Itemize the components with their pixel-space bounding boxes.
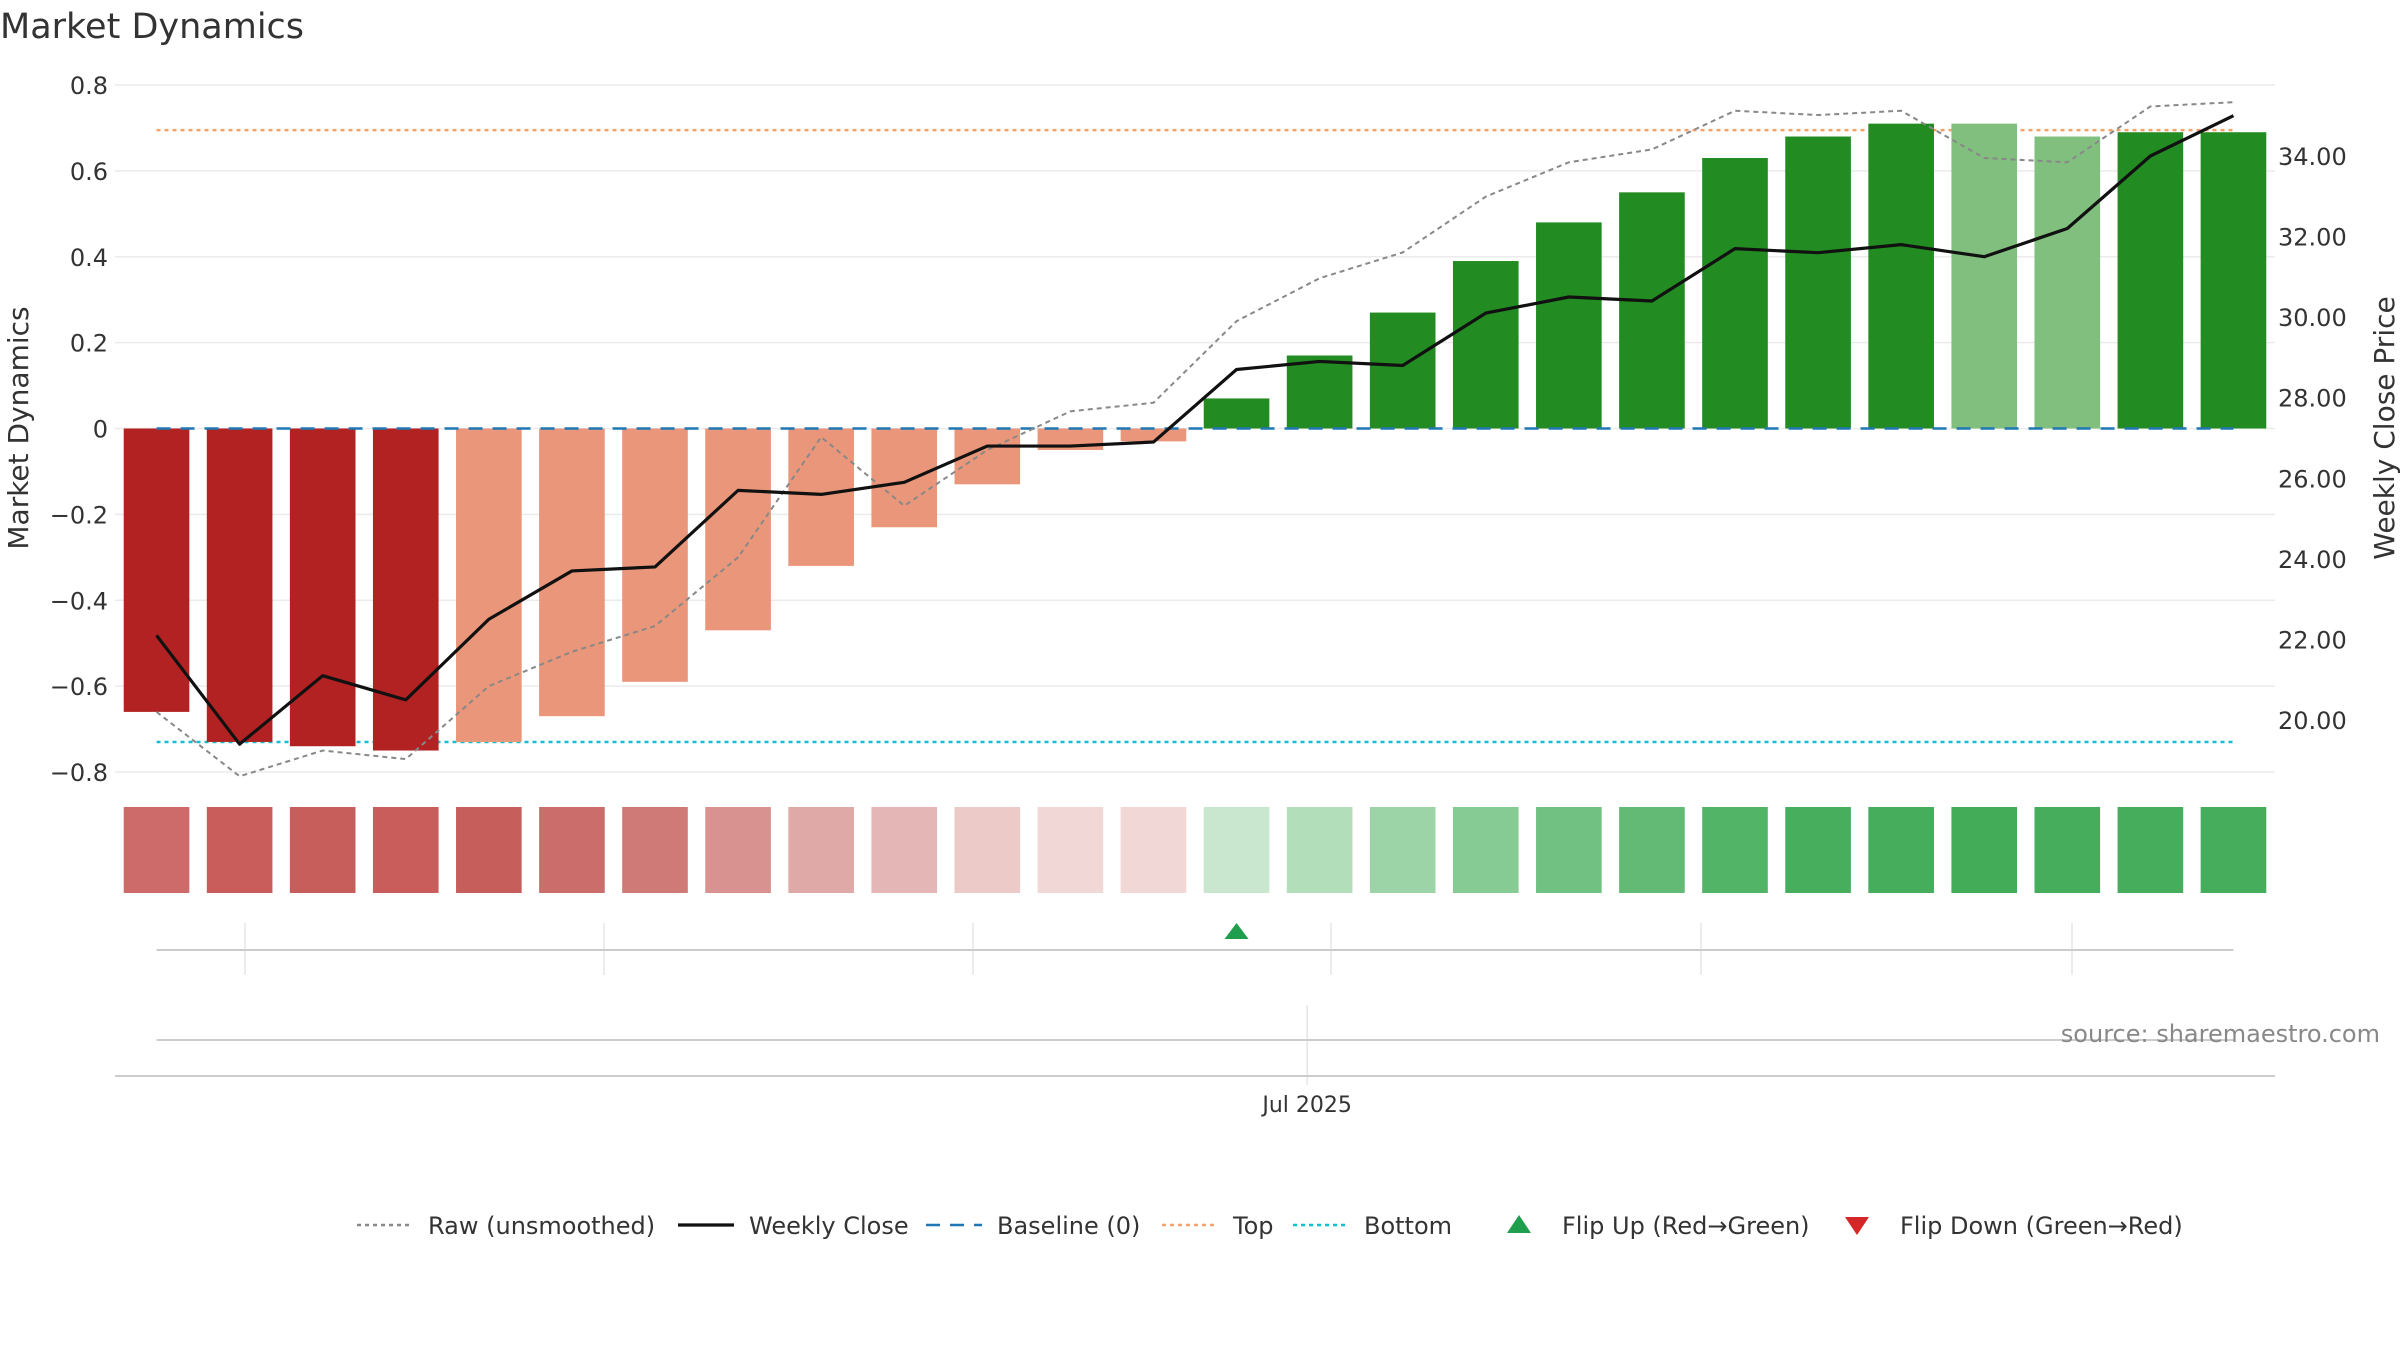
weekly-close-line [155,114,2235,746]
strip-cell-week-23 [1951,807,2018,893]
strip-cell-week-5 [456,807,522,893]
bar-week-20 [1702,157,1768,429]
strip-cell-week-17 [1452,807,1519,893]
strip-cell-week-10 [871,807,938,893]
bar-week-8 [705,428,771,631]
strip-cell-week-2 [206,807,273,893]
strip-cell-week-19 [1619,807,1685,893]
x-tick-label: Jul 2025 [1260,1093,1352,1118]
strip-cell-week-24 [2034,807,2101,893]
strip-cell-week-11 [954,807,1021,893]
bar-week-21 [1785,136,1851,429]
right-tick-label-3: 28.00 [2278,385,2347,413]
legend-label-2: Baseline (0) [997,1212,1140,1240]
bar-week-22 [1868,123,1934,429]
strip-cell-week-25 [2117,807,2184,893]
strip-cell-week-21 [1785,807,1851,893]
left-tick-label-8: −0.8 [50,759,108,787]
bar-week-1 [123,428,190,712]
legend-label-5: Flip Up (Red→Green) [1562,1212,1810,1240]
bar-week-16 [1369,312,1436,429]
strip-cell-week-1 [123,807,190,893]
legend-label-4: Bottom [1364,1212,1452,1240]
left-tick-label-7: −0.6 [50,673,108,701]
strip-cell-week-16 [1369,807,1436,893]
bar-week-23 [1951,123,2018,429]
bar-week-17 [1452,261,1519,429]
strip-cell-week-6 [539,807,605,893]
right-tick-label-6: 22.00 [2278,626,2347,654]
flip-up-marker [1224,923,1249,939]
left-tick-label-0: 0.8 [70,72,108,100]
right-tick-label-0: 34.00 [2278,143,2347,171]
legend-label-3: Top [1232,1212,1274,1240]
lines-layer [155,101,2235,778]
legend-label-6: Flip Down (Green→Red) [1900,1212,2183,1240]
chart-title: Market Dynamics [0,7,304,47]
left-tick-label-5: −0.2 [50,501,108,529]
bar-week-7 [622,428,688,682]
legend-label-0: Raw (unsmoothed) [428,1212,655,1240]
legend-label-1: Weekly Close [749,1212,909,1240]
left-tick-label-2: 0.4 [70,244,108,272]
strip-cell-week-15 [1286,807,1353,893]
strip-cell-week-14 [1203,807,1270,893]
right-tick-label-5: 24.00 [2278,546,2347,574]
legend-flip-down-icon [1845,1217,1869,1235]
source-credit: source: sharemaestro.com [2061,1020,2380,1048]
left-tick-label-3: 0.2 [70,330,108,358]
time-axis: Jul 2025 [115,1005,2275,1118]
bar-week-2 [206,428,273,742]
strip-cell-week-20 [1702,807,1768,893]
strip-cell-week-12 [1037,807,1104,893]
bar-week-15 [1286,355,1353,429]
strip-cell-week-26 [2200,807,2267,893]
left-axis-title: Market Dynamics [2,306,35,549]
bar-week-9 [788,428,854,566]
left-tick-label-6: −0.4 [50,587,108,615]
bar-week-24 [2034,136,2101,429]
left-tick-label-1: 0.6 [70,158,108,186]
strip-cell-week-13 [1120,807,1187,893]
right-tick-label-1: 32.00 [2278,224,2347,252]
strip-cell-week-22 [1868,807,1934,893]
color-strip [123,807,2267,893]
right-tick-label-7: 20.00 [2278,707,2347,735]
flip-marker-track [156,923,2234,975]
strip-cell-week-9 [788,807,854,893]
bar-week-4 [372,428,439,751]
strip-cell-week-8 [705,807,771,893]
strip-cell-week-4 [372,807,439,893]
bar-week-5 [456,428,522,742]
right-tick-label-2: 30.00 [2278,304,2347,332]
bar-week-10 [871,428,938,528]
strip-cell-week-18 [1536,807,1602,893]
left-tick-label-4: 0 [93,416,108,444]
bar-week-26 [2200,132,2267,429]
bar-week-18 [1536,222,1602,429]
bar-week-25 [2117,132,2184,429]
strip-cell-week-7 [622,807,688,893]
legend-flip-up-icon [1507,1215,1531,1233]
bar-week-19 [1619,192,1685,429]
bar-week-3 [289,428,356,747]
right-tick-label-4: 26.00 [2278,465,2347,493]
strip-cell-week-3 [289,807,356,893]
bar-week-14 [1203,398,1270,429]
legend: Raw (unsmoothed) Weekly Close Baseline (0)… [357,1212,2183,1240]
axes-layer: 0.8 0.6 0.4 0.2 0 −0.2 −0.4 −0.6 −0.8 34.00 32.00 3… [2,72,2400,787]
bar-week-13 [1120,428,1187,442]
right-axis-title: Weekly Close Price [2368,296,2400,559]
bars-layer [123,123,2267,751]
